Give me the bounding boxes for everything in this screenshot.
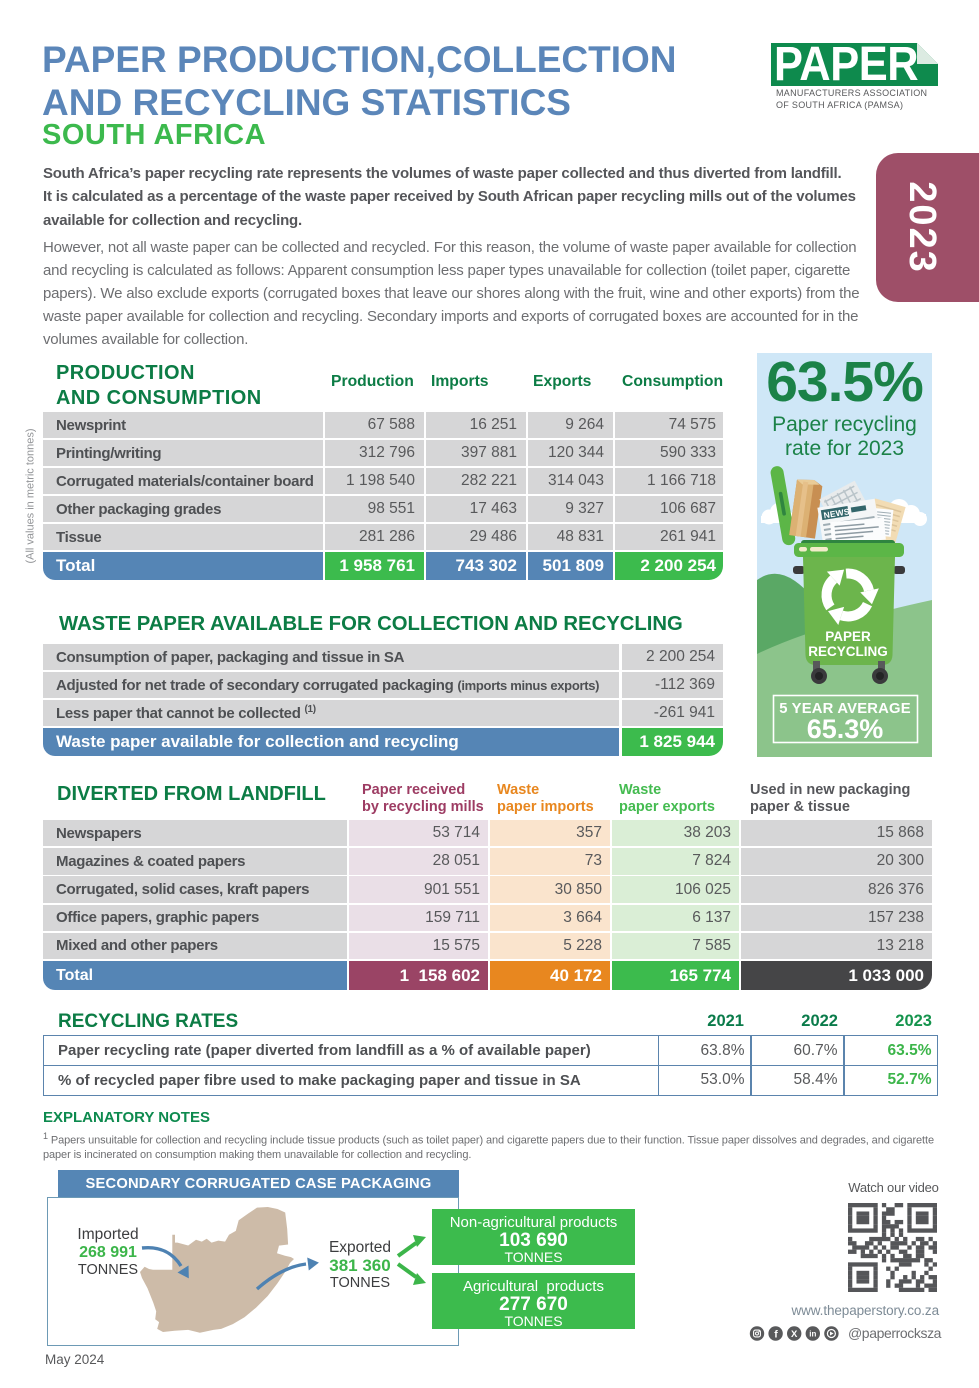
svg-text:X: X	[791, 1329, 798, 1340]
svg-text:RECYCLING: RECYCLING	[808, 644, 888, 659]
svg-text:f: f	[774, 1329, 778, 1341]
svg-text:NEWS: NEWS	[823, 506, 851, 520]
svg-text:5 YEAR AVERAGE: 5 YEAR AVERAGE	[779, 701, 911, 717]
svg-text:PAPER: PAPER	[825, 629, 871, 644]
svg-text:65.3%: 65.3%	[807, 714, 884, 744]
svg-text:in: in	[809, 1330, 816, 1339]
